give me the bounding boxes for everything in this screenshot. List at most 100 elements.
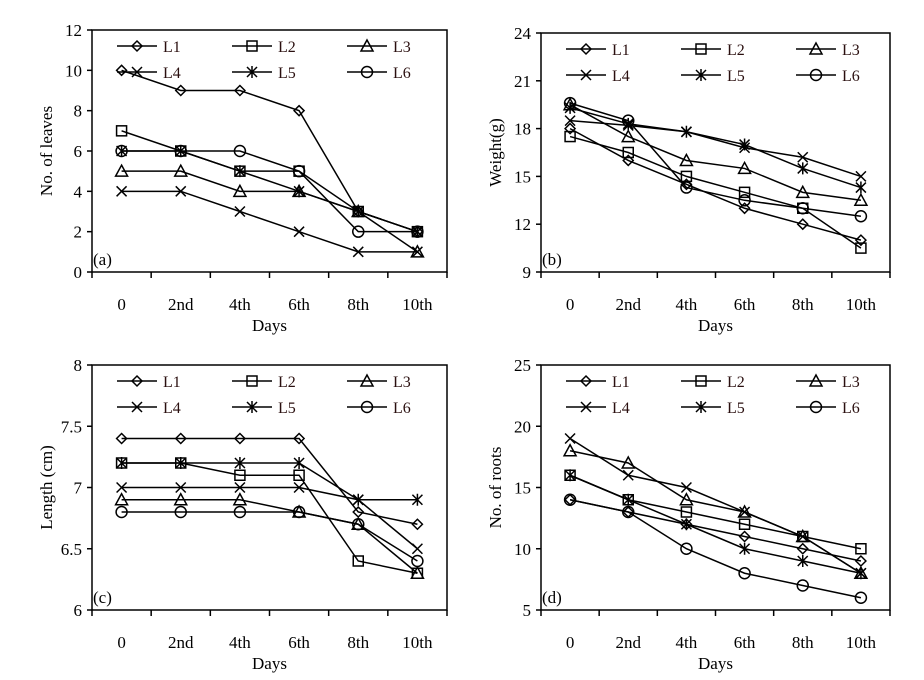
legend-entry-L6: L6 [347,65,411,82]
x-tick-label: 0 [566,633,575,652]
legend-label: L2 [727,42,745,59]
y-tick-label: 15 [514,479,531,498]
series-line [569,104,862,202]
series-line [569,107,862,189]
data-point-diamond [233,84,246,97]
x-tick-label: 10th [846,295,877,314]
y-tick-label: 6 [74,142,83,161]
data-point-x [680,481,692,494]
data-point-diamond [738,530,751,543]
data-point-x [411,246,423,258]
series-line [121,511,418,562]
y-tick-label: 0 [74,263,83,282]
data-point-square [738,186,751,199]
data-point-square [622,146,634,159]
series-L6 [563,493,868,604]
data-point-triangle [620,455,636,469]
series-L2 [115,457,424,579]
y-tick-label: 10 [65,61,82,80]
y-tick-label: 8 [74,102,83,121]
data-point-x [116,481,128,494]
data-point-x [411,543,423,555]
legend-asterisk-icon [695,401,707,413]
y-tick-label: 2 [74,223,83,242]
y-axis-label: Length (cm) [37,445,56,530]
legend-label: L4 [612,400,630,417]
data-point-triangle [853,192,869,207]
legend-entry-L1: L1 [117,39,181,56]
data-point-asterisk [352,493,364,506]
data-point-diamond [854,234,867,247]
x-tick-label: 4th [676,633,698,652]
data-point-circle [796,202,809,215]
plot-frame [540,364,891,611]
data-point-diamond [796,542,809,555]
data-point-circle [854,591,868,604]
data-point-circle [411,554,424,568]
chart-panel-c: 6 6.5 7 7.5 8 0 2nd 4th 6th 8th 10th Days Length (cm… [37,356,448,673]
data-point-triangle [232,492,248,506]
data-point-x [234,205,246,218]
x-tick-label: 8th [347,295,369,314]
data-point-asterisk [622,117,634,130]
legend-triangle-icon [808,373,824,387]
data-point-asterisk [797,555,809,567]
legend-diamond-icon [579,42,593,56]
legend-entry-L4: L4 [117,400,181,417]
data-point-asterisk [411,225,423,238]
chart-panel-d: 5 10 15 20 25 0 2nd 4th 6th 8th 10th Days No. of roo… [486,356,891,673]
data-point-circle [233,505,247,519]
legend-entry-L5: L5 [681,68,745,85]
x-axis-label: Days [698,654,733,673]
data-point-x [352,246,364,258]
x-tick-label: 4th [676,295,698,314]
data-point-circle [622,505,635,519]
legend-entry-L3: L3 [347,373,411,391]
series-L6 [115,505,424,568]
data-point-x [234,481,246,494]
legend-entry-L2: L2 [681,42,745,59]
data-point-circle [115,144,128,158]
data-point-asterisk [234,165,246,178]
legend-label: L1 [612,42,630,59]
series-L5 [564,101,867,194]
plot-frame [540,32,891,273]
panel-label: (b) [542,250,562,269]
y-tick-label: 25 [514,356,531,375]
legend-label: L6 [393,400,411,417]
data-point-x [797,151,809,163]
legend-triangle-icon [359,38,375,52]
legend-label: L4 [163,65,181,82]
x-axis-label: Days [252,654,287,673]
y-tick-label: 20 [514,417,531,436]
x-tick-label: 10th [402,295,433,314]
legend-entry-L4: L4 [117,65,181,82]
data-point-diamond [622,154,635,167]
data-point-x [116,185,128,197]
series-line [569,450,862,574]
data-point-asterisk [855,567,867,580]
data-point-diamond [115,64,128,77]
x-tick-label: 2nd [616,633,642,652]
data-point-circle [292,164,306,178]
data-point-asterisk [411,493,423,506]
series-L5 [564,469,867,580]
legend-x-icon [580,69,592,81]
legend-entry-L2: L2 [681,374,745,391]
legend-asterisk-icon [246,401,258,413]
data-point-diamond [564,122,577,135]
data-point-circle [174,505,187,519]
x-axis-label: Days [698,316,733,335]
data-point-asterisk [855,181,867,194]
legend-asterisk-icon [246,66,258,78]
x-tick-label: 6th [288,295,310,314]
legend-entry-L1: L1 [566,42,630,59]
data-point-asterisk [116,145,128,157]
legend-label: L5 [278,65,296,82]
legend-entry-L5: L5 [681,400,745,417]
data-point-circle [680,542,693,555]
data-point-x [564,432,576,445]
data-point-triangle [114,492,129,506]
x-tick-label: 2nd [616,295,642,314]
